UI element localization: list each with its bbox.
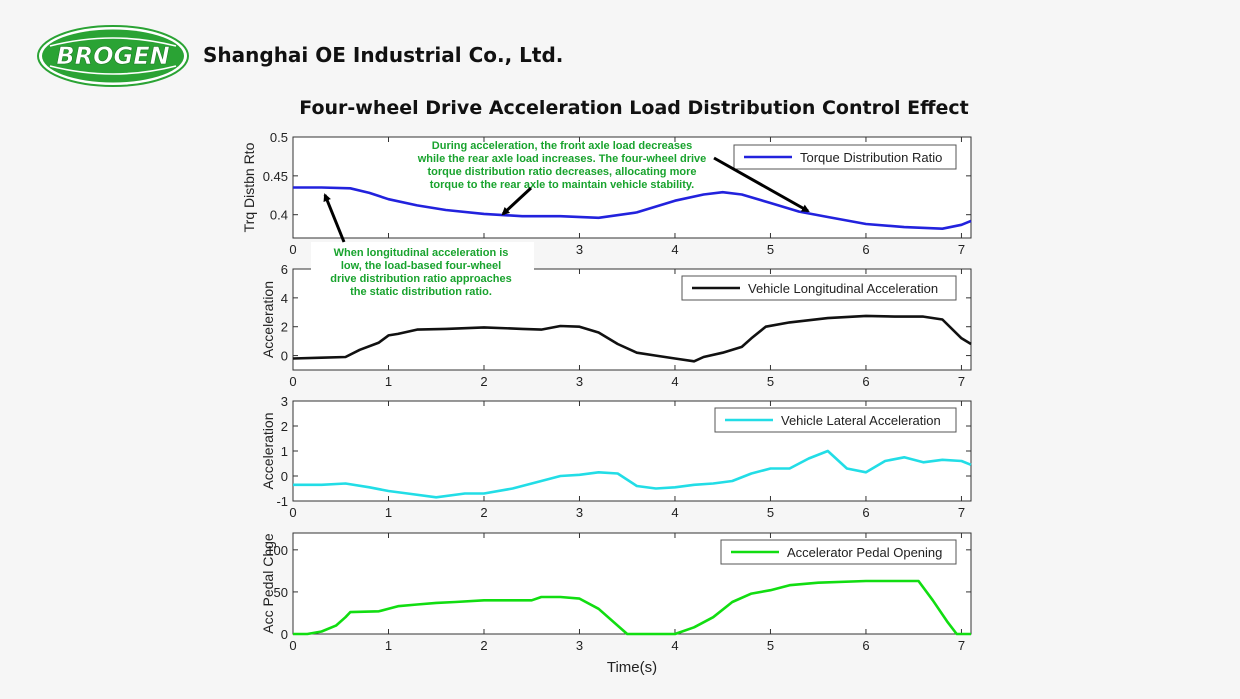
x-tick-label: 3 bbox=[576, 505, 583, 520]
x-tick-label: 7 bbox=[958, 638, 965, 653]
x-tick-label: 0 bbox=[289, 242, 296, 257]
company-name: Shanghai OE Industrial Co., Ltd. bbox=[203, 43, 564, 67]
x-tick-label: 6 bbox=[862, 638, 869, 653]
x-tick-label: 7 bbox=[958, 242, 965, 257]
y-tick-label: 6 bbox=[281, 262, 288, 277]
x-tick-label: 4 bbox=[671, 638, 678, 653]
annotation-left-line: low, the load-based four-wheel bbox=[341, 260, 501, 272]
legend-label: Vehicle Lateral Acceleration bbox=[781, 413, 941, 428]
x-tick-label: 1 bbox=[385, 638, 392, 653]
y-tick-label: 1 bbox=[281, 444, 288, 459]
y-tick-label: 100 bbox=[266, 543, 288, 558]
legend-box bbox=[733, 144, 957, 170]
y-axis-label: Trq Distbn Rto bbox=[241, 142, 257, 232]
annotation-top-line: torque to the rear axle to maintain vehi… bbox=[430, 179, 694, 191]
y-axis-label: Acceleration bbox=[260, 412, 276, 489]
brogen-logo: BROGEN bbox=[37, 25, 189, 87]
annotation-left-bg bbox=[311, 242, 534, 300]
main-title: Four-wheel Drive Acceleration Load Distr… bbox=[299, 97, 969, 119]
x-tick-label: 1 bbox=[385, 505, 392, 520]
arrow-ratio-late bbox=[713, 156, 810, 213]
x-tick-label: 6 bbox=[862, 505, 869, 520]
annotation-top-line: torque distribution ratio decreases, all… bbox=[428, 166, 697, 178]
x-tick-label: 7 bbox=[958, 374, 965, 389]
x-tick-label: 2 bbox=[480, 374, 487, 389]
y-tick-label: 0.45 bbox=[263, 169, 288, 184]
x-tick-label: 5 bbox=[767, 242, 774, 257]
legend-label: Torque Distribution Ratio bbox=[800, 150, 942, 165]
x-tick-label: 4 bbox=[671, 505, 678, 520]
series-line-longitudinal bbox=[292, 314, 972, 363]
y-tick-label: 0 bbox=[281, 469, 288, 484]
y-tick-label: 4 bbox=[281, 291, 288, 306]
legend-label: Vehicle Longitudinal Acceleration bbox=[748, 281, 938, 296]
arrow-ratio-decrease bbox=[501, 186, 533, 216]
x-tick-label: 7 bbox=[958, 505, 965, 520]
x-tick-label: 5 bbox=[767, 374, 774, 389]
x-tick-label: 5 bbox=[767, 638, 774, 653]
y-tick-label: 2 bbox=[281, 419, 288, 434]
y-tick-label: 0 bbox=[281, 349, 288, 364]
annotation-top-line: During acceleration, the front axle load… bbox=[432, 140, 692, 152]
x-tick-label: 5 bbox=[767, 505, 774, 520]
y-tick-label: 0.5 bbox=[270, 130, 288, 145]
y-tick-label: 50 bbox=[274, 585, 288, 600]
logo-wordmark: BROGEN bbox=[56, 42, 169, 70]
y-tick-label: 3 bbox=[281, 394, 288, 409]
annotation-left-line: the static distribution ratio. bbox=[350, 286, 492, 298]
x-tick-label: 2 bbox=[480, 638, 487, 653]
x-tick-label: 2 bbox=[480, 505, 487, 520]
annotation-left-line: When longitudinal acceleration is bbox=[334, 247, 509, 259]
legend-label: Accelerator Pedal Opening bbox=[787, 545, 942, 560]
y-axis-label: Acc Pedal Chge bbox=[260, 533, 276, 634]
series-line-lateral bbox=[293, 449, 972, 499]
arrow-static-ratio bbox=[323, 193, 346, 243]
annotation-left-line: drive distribution ratio approaches bbox=[330, 273, 512, 285]
y-tick-label: 0.4 bbox=[270, 208, 288, 223]
x-axis-label: Time(s) bbox=[607, 659, 657, 676]
x-tick-label: 0 bbox=[289, 638, 296, 653]
x-tick-label: 4 bbox=[671, 374, 678, 389]
y-tick-label: -1 bbox=[276, 494, 288, 509]
annotation-top-line: while the rear axle load increases. The … bbox=[417, 153, 707, 165]
x-tick-label: 0 bbox=[289, 505, 296, 520]
y-tick-label: 0 bbox=[281, 627, 288, 642]
x-tick-label: 0 bbox=[289, 374, 296, 389]
x-tick-label: 4 bbox=[671, 242, 678, 257]
x-tick-label: 3 bbox=[576, 374, 583, 389]
x-tick-label: 1 bbox=[385, 374, 392, 389]
x-tick-label: 3 bbox=[576, 638, 583, 653]
series-line-torque bbox=[293, 186, 972, 230]
x-tick-label: 3 bbox=[576, 242, 583, 257]
series-line-pedal bbox=[293, 579, 971, 636]
y-tick-label: 2 bbox=[281, 320, 288, 335]
x-tick-label: 6 bbox=[862, 242, 869, 257]
y-axis-label: Acceleration bbox=[260, 281, 276, 358]
x-tick-label: 6 bbox=[862, 374, 869, 389]
